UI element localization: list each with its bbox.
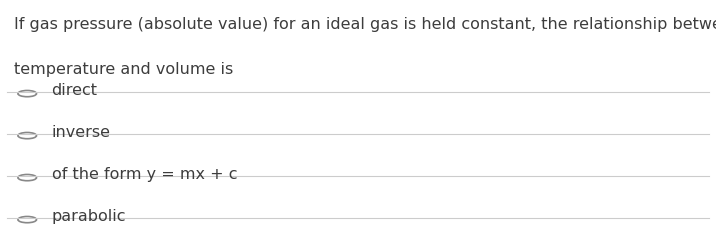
- Text: If gas pressure (absolute value) for an ideal gas is held constant, the relation: If gas pressure (absolute value) for an …: [14, 17, 716, 32]
- Text: of the form y = mx + c: of the form y = mx + c: [52, 167, 237, 182]
- Text: direct: direct: [52, 83, 97, 98]
- Text: inverse: inverse: [52, 125, 110, 140]
- Text: parabolic: parabolic: [52, 209, 126, 224]
- Text: temperature and volume is: temperature and volume is: [14, 62, 233, 77]
